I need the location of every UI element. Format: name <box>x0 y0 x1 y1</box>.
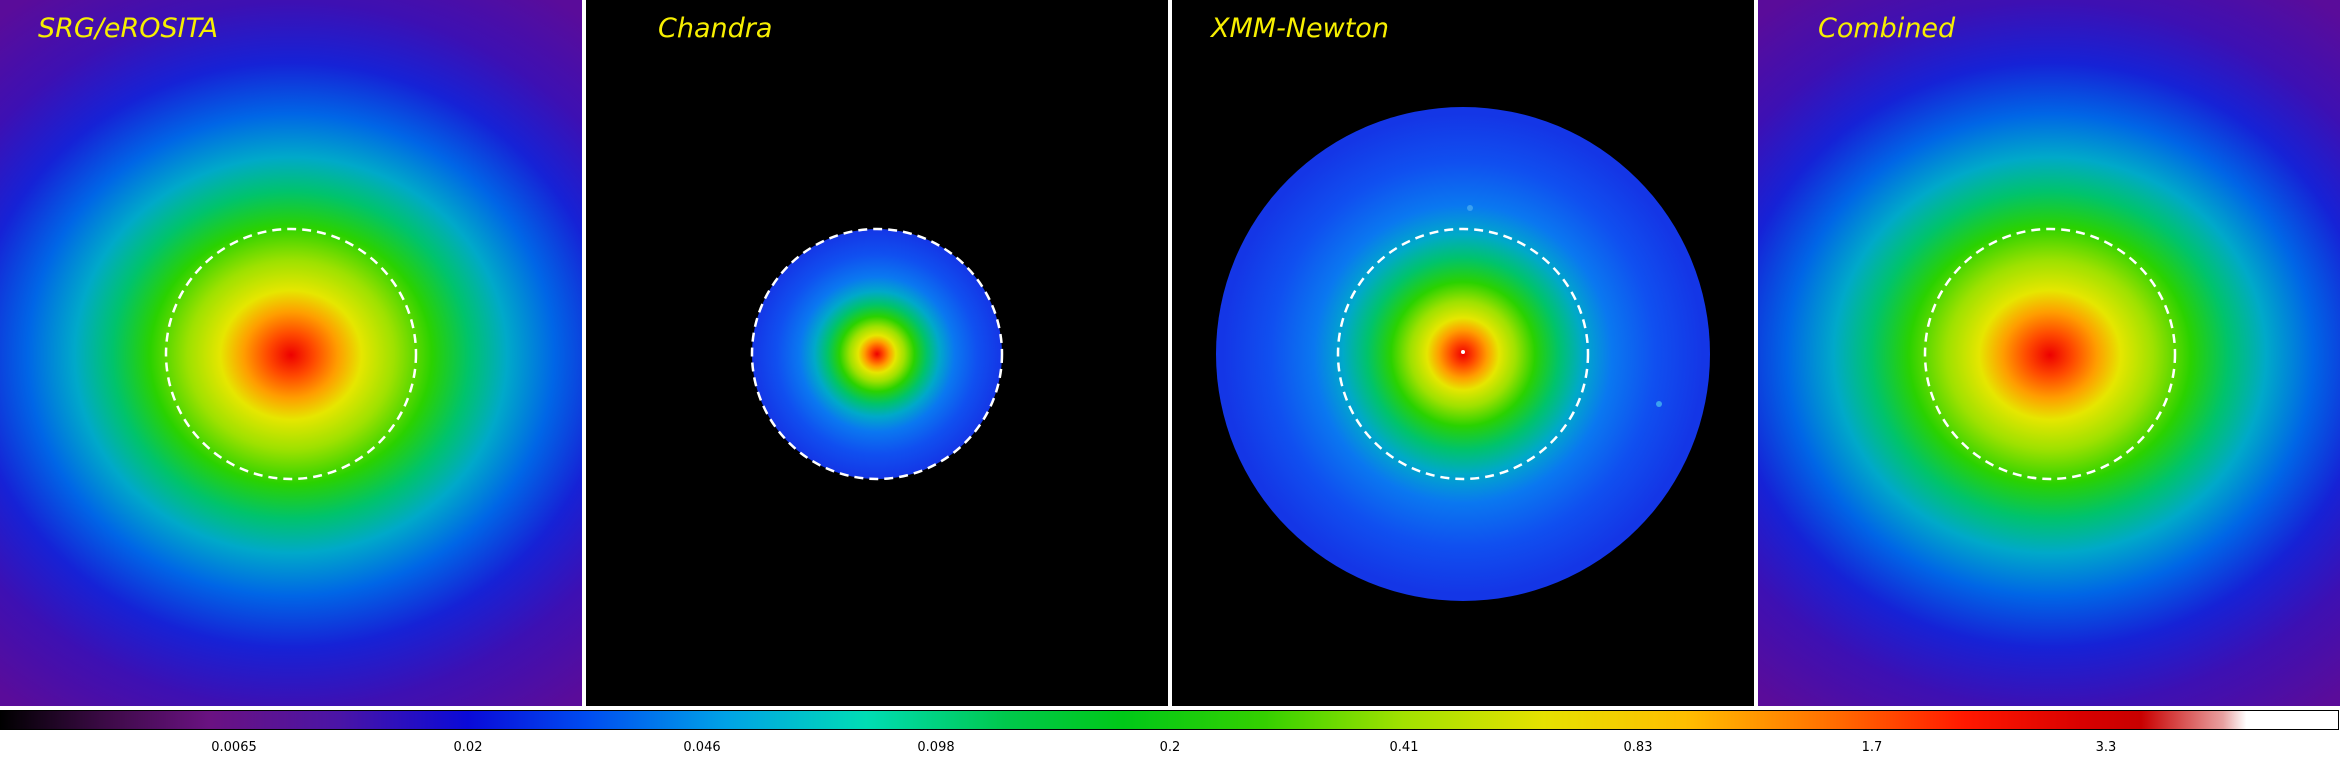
colorbar-tick-label: 0.0065 <box>211 740 257 755</box>
colorbar-tick-label: 0.098 <box>917 740 954 755</box>
point-source <box>1467 205 1473 211</box>
panel-separator <box>1168 0 1172 706</box>
aperture-circle <box>1923 227 2177 481</box>
colorbar-frame <box>0 710 2339 730</box>
colorbar-tick-label: 0.41 <box>1390 740 1419 755</box>
panel-separator <box>582 0 586 706</box>
aperture-circle <box>750 227 1004 481</box>
cluster-emission <box>0 0 582 706</box>
colorbar-tick-label: 1.7 <box>1862 740 1883 755</box>
panel-separator <box>1754 0 1758 706</box>
colorbar-gradient <box>0 710 2340 730</box>
panel-xmm-newton: XMM-Newton <box>1172 0 1754 706</box>
panel-combined: Combined <box>1758 0 2340 706</box>
cluster-emission <box>1758 0 2340 706</box>
panel-title: XMM-Newton <box>1209 13 1389 44</box>
colorbar-tick-label: 0.046 <box>683 740 720 755</box>
colorbar: 0.0065 0.02 0.046 0.098 0.2 0.41 0.83 1.7 3.3 <box>0 710 2340 755</box>
colorbar-tick-label: 0.2 <box>1160 740 1181 755</box>
panel-title: SRG/eROSITA <box>38 13 218 44</box>
colorbar-tick-label: 0.83 <box>1624 740 1653 755</box>
colorbar-tick-label: 3.3 <box>2096 740 2117 755</box>
panel-erosita: SRG/eROSITA <box>0 0 582 706</box>
panel-title: Chandra <box>658 13 772 44</box>
point-source <box>1656 401 1662 407</box>
panel-title: Combined <box>1818 13 1956 44</box>
colorbar-tick-label: 0.02 <box>454 740 483 755</box>
cluster-emission <box>752 229 1002 479</box>
aperture-circle <box>164 227 418 481</box>
aperture-circle <box>1336 227 1590 481</box>
panel-chandra: Chandra <box>586 0 1168 706</box>
colorbar-ticks: 0.0065 0.02 0.046 0.098 0.2 0.41 0.83 1.7 3.3 <box>211 740 2116 755</box>
core-marker <box>1461 350 1465 354</box>
